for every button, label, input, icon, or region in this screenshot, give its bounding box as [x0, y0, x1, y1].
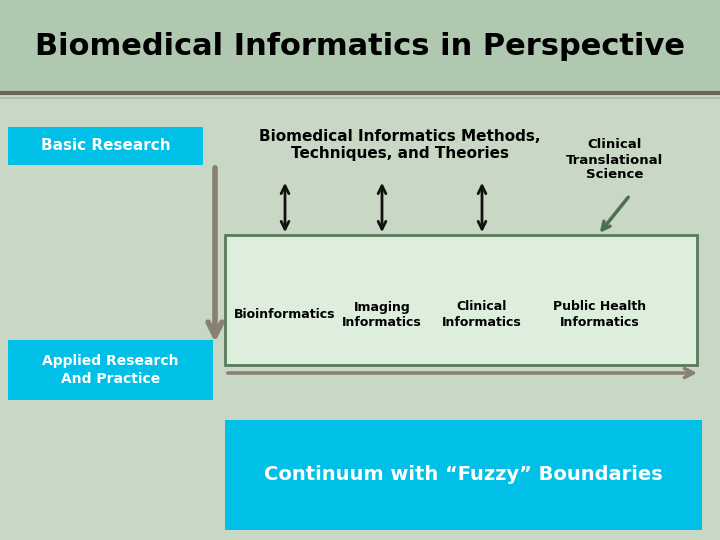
- Text: Imaging
Informatics: Imaging Informatics: [342, 300, 422, 329]
- Bar: [225, 235, 697, 365]
- Bar: [8, 127, 203, 165]
- Bar: [8, 340, 213, 400]
- Text: Bioinformatics: Bioinformatics: [234, 308, 336, 321]
- Text: Public Health
Informatics: Public Health Informatics: [554, 300, 647, 329]
- Text: Clinical
Informatics: Clinical Informatics: [442, 300, 522, 329]
- Text: Biomedical Informatics Methods,
Techniques, and Theories: Biomedical Informatics Methods, Techniqu…: [259, 129, 541, 161]
- Text: Basic Research: Basic Research: [41, 138, 171, 153]
- Bar: [225, 420, 702, 530]
- Bar: [0, 0, 720, 93]
- Text: Clinical
Translational
Science: Clinical Translational Science: [567, 138, 664, 181]
- Text: Continuum with “Fuzzy” Boundaries: Continuum with “Fuzzy” Boundaries: [264, 465, 663, 484]
- Text: Applied Research
And Practice: Applied Research And Practice: [42, 354, 179, 386]
- Text: Biomedical Informatics in Perspective: Biomedical Informatics in Perspective: [35, 32, 685, 61]
